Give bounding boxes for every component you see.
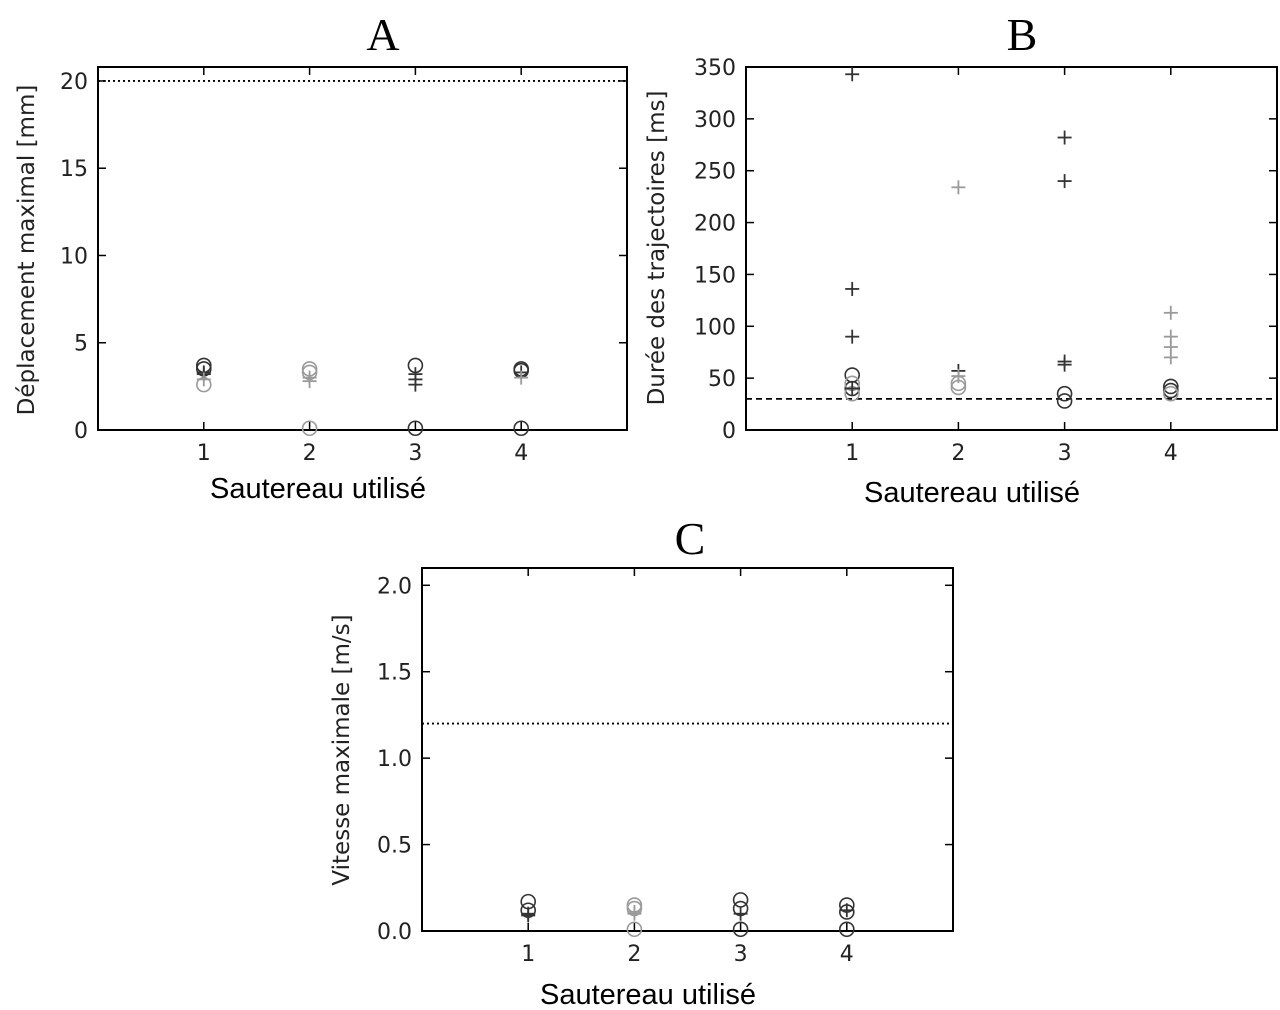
panel-a-axes-frame: [97, 66, 628, 431]
panel-b-point-plus: [845, 329, 860, 344]
panel-c-point-circle: [732, 892, 749, 908]
panel-b-y-tick-label: 150: [694, 263, 736, 288]
panel-c-y-axis-title: Vitesse maximale [m/s]: [329, 614, 355, 885]
panel-c-y-tick-label: 0.0: [377, 920, 412, 945]
panel-b-axes-frame: [745, 66, 1278, 431]
panel-c-point-plus: [733, 906, 748, 921]
panel-a-y-tick-label: 15: [60, 157, 88, 182]
panel-b-y-tick-label: 0: [722, 419, 736, 444]
panel-a-y-tick-label: 5: [74, 332, 88, 357]
panel-c-y-tick-label: 2.0: [377, 574, 412, 599]
panel-c-x-tick-label: 3: [734, 942, 748, 967]
panel-a-point-circle: [301, 420, 318, 437]
panel-c-point-circle: [732, 921, 749, 938]
panel-a-x-tick-label: 4: [514, 441, 528, 466]
panel-a-point-plus: [408, 372, 423, 387]
panel-a-x-tick-label: 2: [303, 441, 317, 466]
panel-a-x-tick-label: 1: [197, 441, 211, 466]
panel-c-point-circle: [520, 893, 537, 910]
panel-a-label: A: [366, 9, 399, 60]
panel-a-y-axis-title: Déplacement maximal [mm]: [14, 85, 40, 416]
panel-b-point-plus: [845, 67, 860, 82]
panel-c-point-circle: [838, 921, 855, 938]
panel-a-y-tick-label: 20: [60, 70, 88, 95]
panel-c-point-plus: [839, 903, 854, 918]
panel-c: C 0.00.51.01.52.01 2 3 4 Sautereau utilisé …: [329, 513, 954, 1010]
panel-b: B 0 50 100 150 200 250 300 350 1 2 3 4 Sautereau ut…: [644, 9, 1278, 509]
panel-b-point-plus: [1163, 350, 1178, 365]
panel-b-plot-area: 0 50 100 150 200 250 300 350 1 2 3 4: [694, 56, 1278, 466]
panel-b-point-plus: [1057, 174, 1072, 189]
panel-a-y-tick-label: 10: [60, 244, 88, 269]
panel-b-point-plus: [1057, 357, 1072, 372]
panel-a-y-tick-label: 0: [74, 419, 88, 444]
panel-c-y-tick-label: 0.5: [377, 834, 412, 859]
panel-b-point-circle: [844, 367, 861, 383]
panel-b-point-circle: [1056, 385, 1073, 402]
panel-a-x-axis-title: Sautereau utilisé: [210, 473, 426, 505]
panel-c-x-axis-title: Sautereau utilisé: [540, 979, 756, 1010]
panel-c-point-plus: [627, 904, 642, 919]
panel-b-y-tick-label: 300: [694, 108, 736, 133]
panel-b-x-axis-title: Sautereau utilisé: [864, 477, 1080, 509]
panel-b-y-tick-label: 100: [694, 315, 736, 340]
panel-b-y-axis-title: Durée des trajectoires [ms]: [644, 91, 670, 406]
panel-c-x-tick-label: 2: [627, 942, 641, 967]
panel-a-point-circle: [513, 420, 530, 437]
panel-a-plot-area: 0 5 10 15 20 1 2 3 4: [60, 66, 628, 466]
panel-c-label: C: [675, 513, 706, 564]
panel-c-x-tick-label: 1: [521, 942, 535, 967]
panel-a-point-plus: [514, 370, 529, 385]
panel-b-point-plus: [845, 281, 860, 296]
panel-b-point-plus: [1163, 305, 1178, 320]
panel-c-plot-area: 0.0 0.5 1.0 1.5 2.0 1 2 3 4: [377, 567, 954, 967]
panel-b-point-circle: [1163, 378, 1179, 395]
panel-b-point-circle: [1163, 385, 1179, 402]
panel-c-y-tick-label: 1.0: [377, 747, 412, 772]
panel-b-point-plus: [1057, 130, 1072, 145]
panel-b-x-tick-label: 3: [1058, 441, 1072, 466]
panel-b-x-tick-label: 2: [951, 441, 965, 466]
panel-c-y-tick-label: 1.5: [377, 661, 412, 686]
panel-b-label: B: [1007, 9, 1038, 60]
panel-b-point-plus: [951, 180, 966, 195]
panel-a-point-plus: [196, 372, 211, 387]
panel-a: A 0 5 10 15 20 1 2 3 4 Sautereau utilisé Déplace…: [14, 9, 628, 505]
panel-b-y-tick-label: 350: [694, 56, 736, 81]
panel-b-point-plus: [951, 369, 966, 384]
panel-b-y-tick-label: 50: [708, 367, 736, 392]
panel-b-point-plus: [845, 381, 860, 396]
panel-b-point-circle: [1056, 393, 1073, 409]
panel-a-point-plus: [302, 374, 317, 389]
panel-b-x-tick-label: 1: [845, 441, 859, 466]
panel-a-x-tick-label: 3: [408, 441, 422, 466]
panel-a-point-circle: [407, 420, 424, 437]
panel-b-y-tick-label: 200: [694, 212, 736, 237]
panel-c-point-plus: [521, 906, 536, 921]
panel-b-y-tick-label: 250: [694, 160, 736, 185]
panel-c-point-circle: [626, 921, 643, 938]
panel-c-x-tick-label: 4: [840, 942, 854, 967]
panel-b-x-tick-label: 4: [1164, 441, 1178, 466]
panel-c-axes-frame: [421, 567, 954, 932]
